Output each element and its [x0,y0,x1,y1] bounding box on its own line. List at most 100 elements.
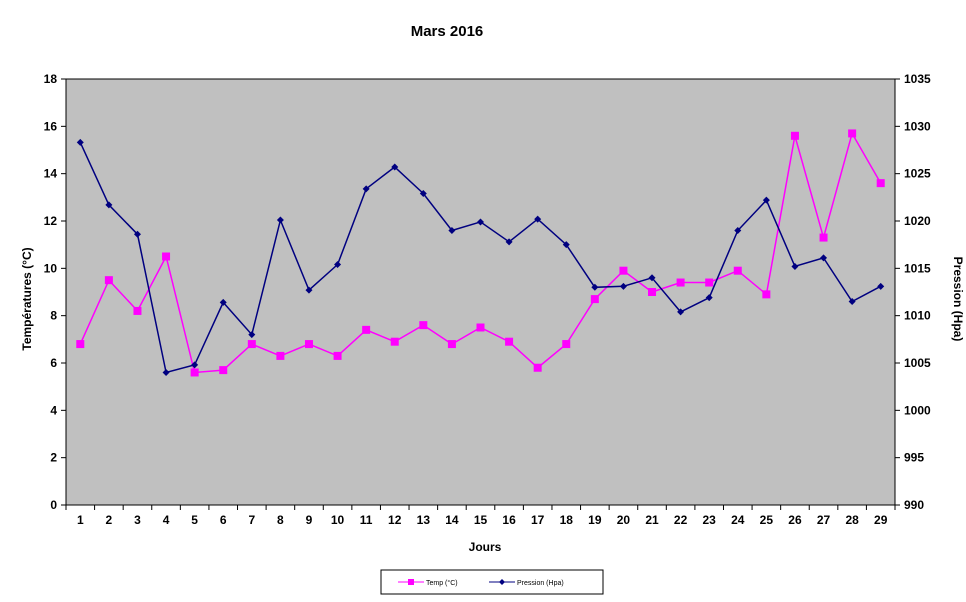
x-tick-label: 2 [106,513,113,527]
data-point [276,351,285,360]
x-tick-label: 27 [817,513,831,527]
left-tick-label: 2 [50,451,57,465]
data-point [648,274,656,282]
x-tick-label: 26 [788,513,802,527]
right-tick-label: 1025 [904,167,931,181]
left-tick-label: 18 [44,72,58,86]
right-tick-label: 1020 [904,214,931,228]
data-point [619,282,627,290]
data-point [419,190,427,198]
data-point [76,340,85,349]
data-point [419,321,428,330]
data-point [876,179,885,188]
data-point [848,129,857,138]
data-point [562,340,571,349]
x-tick-label: 6 [220,513,227,527]
data-point [590,295,599,304]
left-tick-label: 12 [44,214,58,228]
data-point [191,361,199,369]
data-point [619,266,628,275]
data-point [105,201,113,209]
data-point [534,215,542,223]
data-point [877,282,885,290]
x-axis: 1 2 3 4 5 6 7 8 9 10 11 12 13 14 15 16 17 18 19 20 21 22 23 24 2… [65,505,896,527]
left-tick-label: 14 [44,167,58,181]
data-point [762,290,771,299]
data-point [791,262,799,270]
data-point [676,278,685,287]
y-axis-label-right: Pression (Hpa) [951,257,965,342]
right-tick-label: 1035 [904,72,931,86]
right-tick-label: 1000 [904,403,931,417]
right-tick-label: 1015 [904,261,931,275]
x-tick-label: 1 [77,513,84,527]
data-point [162,252,171,261]
x-tick-label: 24 [731,513,745,527]
data-point [390,337,399,346]
x-tick-label: 12 [388,513,402,527]
data-point [591,283,599,291]
x-tick-label: 11 [360,513,373,527]
data-point [162,368,170,376]
data-point [305,286,313,294]
x-tick-label: 25 [760,513,774,527]
x-tick-label: 7 [248,513,255,527]
data-point [477,218,484,226]
data-point [705,294,713,302]
x-tick-label: 19 [588,513,602,527]
x-tick-label: 13 [417,513,431,527]
x-tick-label: 10 [331,513,345,527]
legend-marker-temp [408,579,414,585]
x-tick-label: 20 [617,513,631,527]
x-tick-label: 14 [445,513,459,527]
x-tick-label: 28 [845,513,859,527]
x-tick-label: 17 [531,513,545,527]
data-point [733,266,742,275]
data-point [648,288,657,296]
x-tick-label: 4 [163,513,170,527]
right-axis: 990 995 1000 1005 1010 1015 1020 1025 1030 1035 [895,72,931,512]
right-tick-label: 1030 [904,119,931,133]
data-point [333,351,342,360]
x-tick-label: 21 [645,513,659,527]
right-tick-label: 1010 [904,309,931,323]
x-tick-label: 3 [134,513,141,527]
data-point [476,323,485,332]
left-axis: 0 2 4 6 8 10 12 14 16 18 [44,72,66,512]
legend-label-pression: Pression (Hpa) [517,580,564,587]
data-point [705,278,714,287]
x-tick-label: 5 [191,513,198,527]
data-point [219,366,228,375]
data-point [447,340,456,349]
x-tick-label: 22 [674,513,688,527]
data-point [133,230,141,238]
data-point [533,363,542,372]
left-tick-label: 0 [50,498,57,512]
data-point [819,233,828,242]
data-point [362,185,370,193]
data-point [790,131,799,140]
left-tick-label: 16 [44,119,58,133]
data-point [562,241,570,249]
x-tick-label: 15 [474,513,488,527]
legend: Temp (°C) Pression (Hpa) [380,569,604,595]
right-tick-label: 995 [904,451,924,465]
legend-label-temp: Temp (°C) [426,579,458,587]
data-point [362,325,371,334]
right-tick-label: 1005 [904,356,931,370]
right-tick-label: 990 [904,498,924,512]
x-tick-label: 29 [874,513,888,527]
legend-marker-pression [499,579,505,585]
plot-area [65,78,896,506]
left-tick-label: 10 [44,261,58,275]
data-point [219,298,227,306]
data-point [334,261,342,269]
data-point [76,138,84,146]
left-tick-label: 6 [50,356,57,370]
data-point [247,340,256,349]
chart-title: Mars 2016 [411,23,484,40]
data-point [104,276,113,285]
data-point [304,340,313,349]
data-point [505,337,514,346]
